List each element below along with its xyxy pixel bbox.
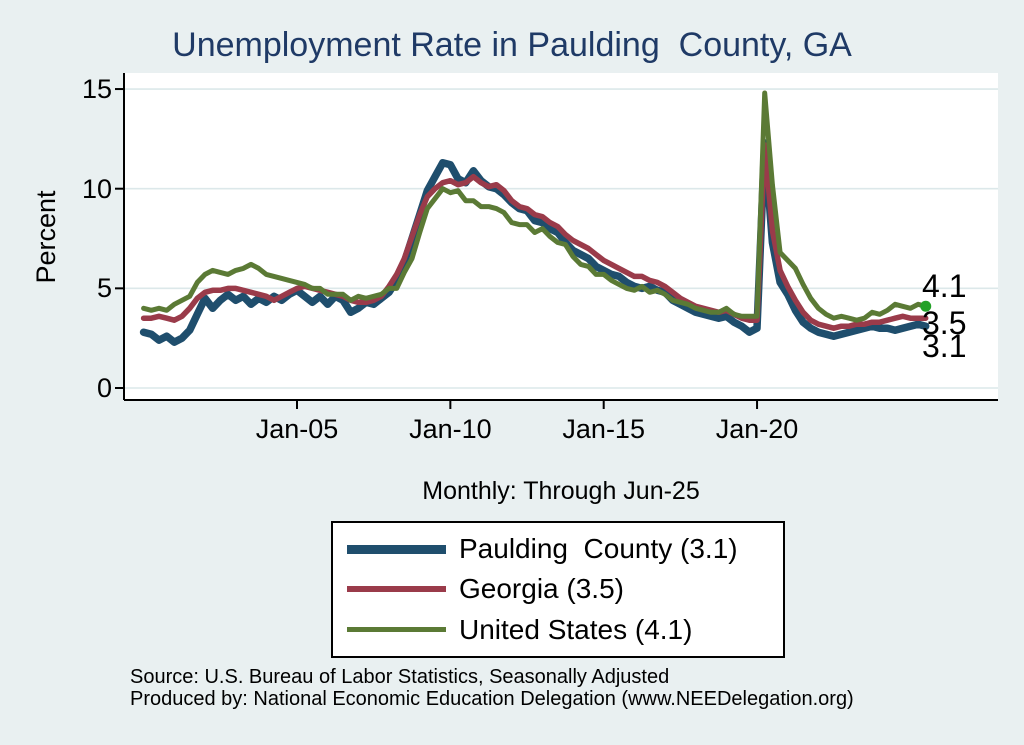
legend-swatch-2 [347,627,446,633]
legend-item-2: United States (4.1) [347,614,783,646]
end-value-label-4.1: 4.1 [922,268,967,304]
legend-item-0: Paulding County (3.1) [347,533,783,565]
legend-label-1: Georgia (3.5) [459,573,624,605]
y-tick-label-0: 0 [96,373,112,403]
series-lines [139,90,932,346]
series-line-paulding-county [139,139,930,346]
y-tick-label-15: 15 [81,74,112,105]
legend-swatch-0 [347,544,446,554]
legend-swatch-1 [347,586,446,593]
series-line-united-states [141,90,929,323]
x-tick-label-Jan-10: Jan-10 [409,414,492,444]
x-tick-label-Jan-20: Jan-20 [715,414,799,444]
legend-label-0: Paulding County (3.1) [459,533,738,565]
x-tick-label-Jan-15: Jan-15 [562,414,645,444]
legend: Paulding County (3.1) Georgia (3.5) United… [331,521,785,658]
series-end-dot-united-states [920,300,932,312]
y-tick-label-5: 5 [96,273,112,304]
x-tick-label-Jan-05: Jan-05 [255,414,339,444]
end-value-label-3.1: 3.1 [922,328,967,364]
x-axis-note: Monthly: Through Jun-25 [422,477,700,505]
footer: Source: U.S. Bureau of Labor Statistics,… [130,666,854,710]
gridlines [124,88,998,389]
produced-by-line: Produced by: National Economic Education… [130,688,854,710]
end-value-label-3.5: 3.5 [922,305,967,341]
legend-item-1: Georgia (3.5) [347,573,783,605]
legend-label-2: United States (4.1) [459,613,693,645]
axis-lines [123,73,998,401]
tick-marks [115,88,759,409]
y-tick-label-10: 10 [81,173,112,204]
chart-title: Unemployment Rate in Paulding County, GA [172,26,852,64]
series-line-georgia [140,142,929,331]
source-line: Source: U.S. Bureau of Labor Statistics,… [130,666,670,688]
